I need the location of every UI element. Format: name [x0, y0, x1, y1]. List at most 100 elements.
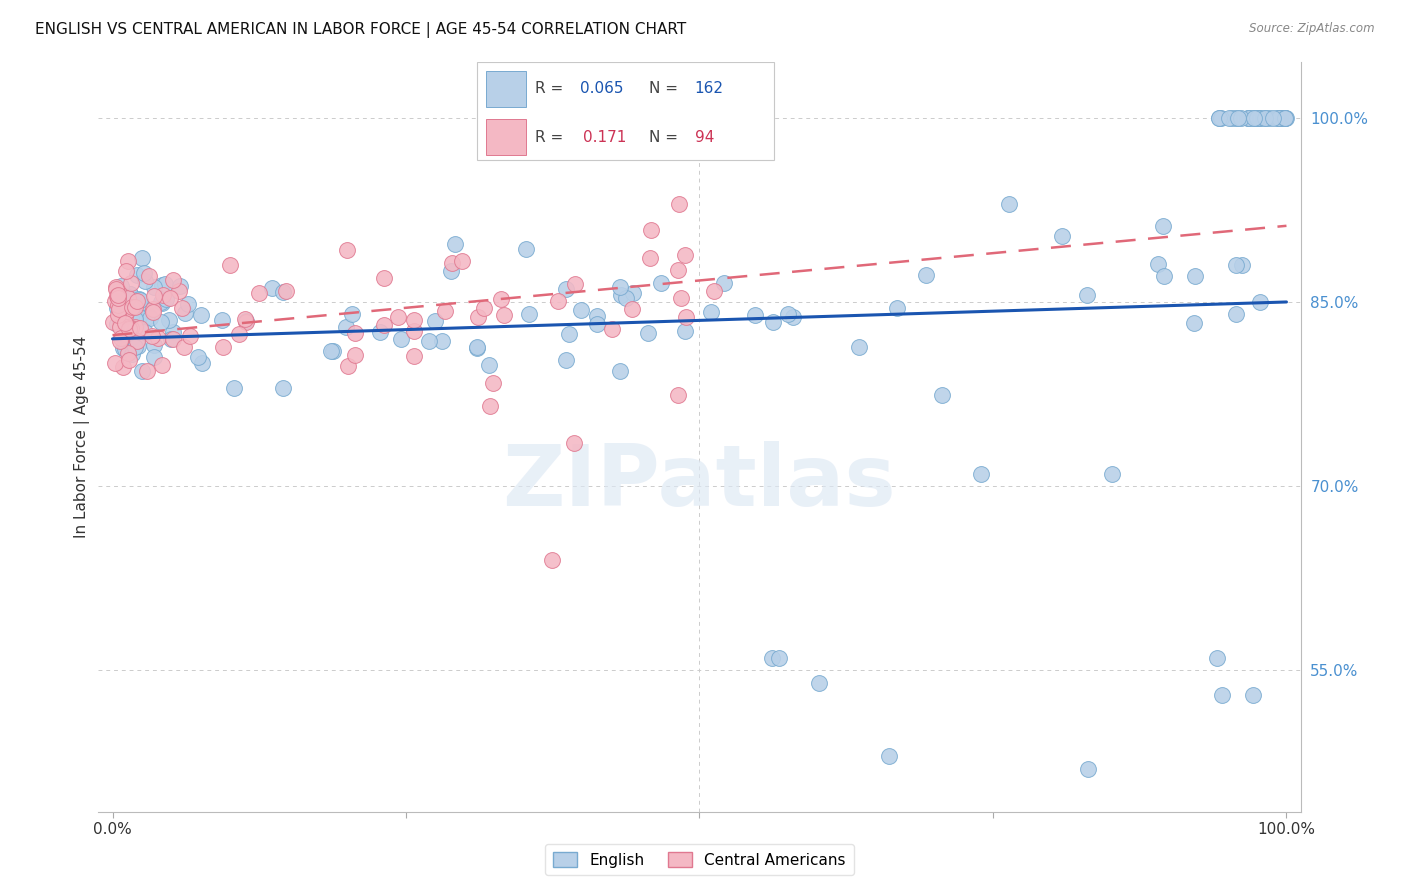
Text: 0.065: 0.065: [581, 81, 624, 96]
Point: [1272, 111, 1295, 125]
Point: [1241, 111, 1264, 125]
Point: [1272, 111, 1295, 125]
Point: [373, 270, 395, 285]
Point: [776, 307, 799, 321]
Point: [107, 298, 129, 312]
Point: [125, 293, 148, 308]
Point: [112, 304, 135, 318]
Point: [673, 324, 696, 338]
Point: [247, 285, 270, 300]
Point: [152, 288, 174, 302]
Point: [343, 349, 366, 363]
Point: [110, 279, 132, 293]
Point: [808, 675, 831, 690]
Legend: English, Central Americans: English, Central Americans: [546, 844, 853, 875]
Point: [131, 252, 153, 266]
Point: [159, 291, 181, 305]
Point: [107, 301, 129, 315]
Point: [343, 326, 366, 341]
Point: [586, 309, 609, 323]
Point: [235, 315, 257, 329]
Point: [115, 263, 138, 277]
Point: [104, 294, 127, 309]
Point: [1208, 111, 1230, 125]
Point: [465, 340, 488, 354]
Point: [600, 322, 623, 336]
Point: [179, 329, 201, 343]
Point: [373, 318, 395, 332]
Point: [1275, 111, 1298, 125]
Point: [564, 277, 586, 292]
Point: [1225, 111, 1247, 125]
Point: [142, 301, 165, 316]
Point: [108, 301, 131, 316]
Point: [433, 304, 456, 318]
Point: [211, 313, 233, 327]
Point: [143, 350, 166, 364]
Point: [970, 467, 993, 481]
Point: [1225, 307, 1247, 321]
Y-axis label: In Labor Force | Age 45-54: In Labor Force | Age 45-54: [75, 336, 90, 538]
Point: [569, 303, 592, 318]
Point: [110, 319, 132, 334]
Point: [143, 289, 166, 303]
Point: [443, 236, 465, 251]
Point: [492, 308, 515, 322]
Point: [129, 296, 152, 310]
Point: [1246, 111, 1268, 125]
Point: [186, 350, 208, 364]
Point: [1184, 268, 1206, 283]
Text: ENGLISH VS CENTRAL AMERICAN IN LABOR FORCE | AGE 45-54 CORRELATION CHART: ENGLISH VS CENTRAL AMERICAN IN LABOR FOR…: [35, 22, 686, 38]
Point: [1220, 111, 1243, 125]
Point: [228, 326, 250, 341]
Point: [112, 326, 135, 341]
Point: [368, 325, 391, 339]
Point: [666, 263, 689, 277]
Point: [1268, 111, 1291, 125]
Point: [1076, 288, 1098, 302]
Point: [554, 353, 576, 368]
Text: R =: R =: [534, 130, 572, 145]
Point: [173, 340, 195, 354]
Point: [1101, 467, 1123, 481]
Point: [138, 268, 160, 283]
Point: [744, 308, 766, 322]
Point: [621, 286, 644, 301]
Point: [669, 291, 692, 305]
Point: [107, 287, 129, 301]
Point: [142, 305, 165, 319]
Point: [114, 316, 136, 330]
Point: [134, 325, 156, 339]
Point: [1267, 111, 1289, 125]
Point: [638, 251, 661, 265]
Point: [335, 320, 357, 334]
Point: [337, 359, 360, 373]
Point: [218, 258, 240, 272]
Text: 94: 94: [695, 130, 714, 145]
Point: [491, 292, 513, 306]
Text: 0.171: 0.171: [583, 130, 626, 145]
Point: [1243, 111, 1265, 125]
Point: [1249, 295, 1271, 310]
Point: [1246, 111, 1268, 125]
Point: [478, 358, 501, 372]
Point: [271, 381, 294, 395]
Point: [111, 292, 134, 306]
FancyBboxPatch shape: [485, 70, 526, 107]
Point: [150, 358, 173, 372]
Point: [121, 330, 143, 344]
Point: [555, 282, 578, 296]
Point: [128, 320, 150, 334]
Text: Source: ZipAtlas.com: Source: ZipAtlas.com: [1250, 22, 1375, 36]
Point: [118, 287, 141, 301]
Point: [1152, 219, 1174, 234]
Point: [340, 307, 363, 321]
Point: [170, 301, 193, 316]
Point: [637, 326, 659, 340]
Point: [425, 314, 447, 328]
Point: [190, 356, 212, 370]
Point: [1208, 111, 1230, 125]
Point: [117, 346, 139, 360]
Point: [128, 310, 150, 324]
Point: [761, 651, 783, 665]
